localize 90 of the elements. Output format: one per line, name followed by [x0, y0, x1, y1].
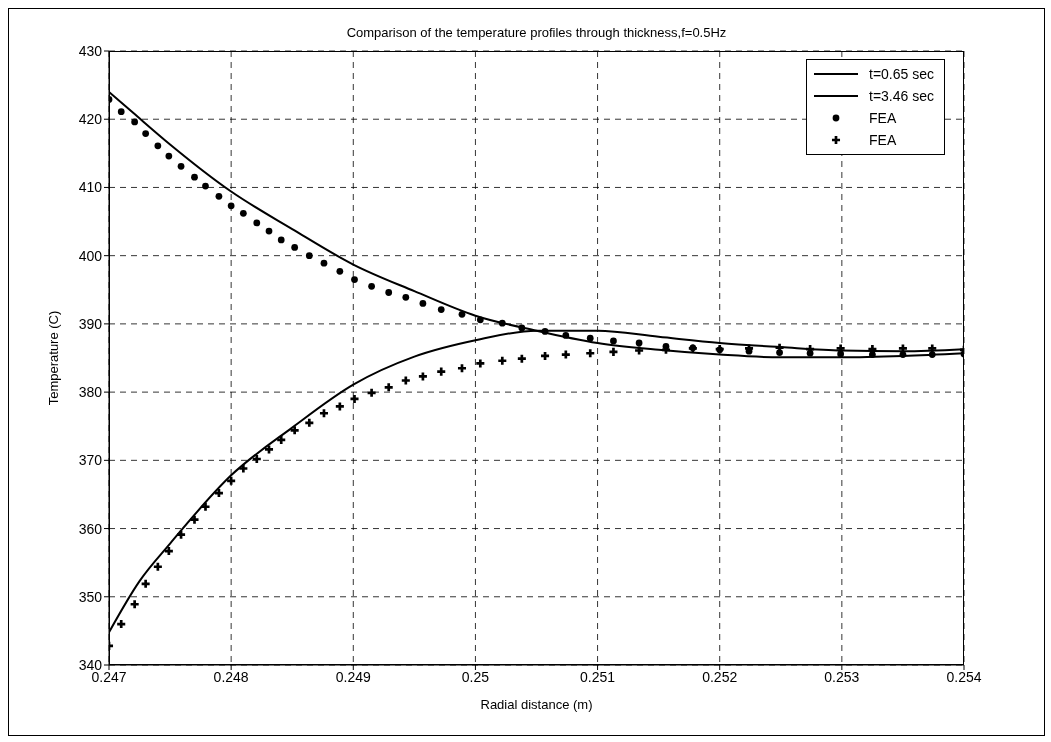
point — [385, 289, 393, 296]
x-tick-label: 0.252 — [702, 668, 738, 685]
point — [215, 192, 223, 200]
point — [202, 182, 209, 190]
point — [277, 236, 285, 244]
point — [252, 454, 261, 463]
point — [190, 515, 199, 524]
point — [191, 173, 198, 181]
point — [227, 476, 236, 485]
point — [130, 600, 139, 609]
y-tick-label: 340 — [78, 656, 103, 673]
point — [277, 435, 286, 444]
point — [177, 162, 185, 170]
legend-label: FEA — [869, 132, 897, 148]
point — [201, 502, 210, 511]
y-tick-label: 380 — [78, 384, 103, 401]
point — [928, 351, 936, 358]
y-tick-label: 390 — [78, 315, 103, 332]
y-tick-label: 420 — [78, 111, 103, 128]
point — [351, 276, 358, 283]
legend-label: t=3.46 sec — [869, 88, 934, 104]
point — [498, 356, 507, 365]
point — [437, 367, 446, 376]
point — [290, 426, 299, 435]
point — [165, 152, 173, 160]
point — [476, 316, 484, 324]
point — [609, 347, 618, 356]
point — [635, 339, 643, 347]
y-tick-label: 360 — [78, 520, 103, 537]
point — [177, 530, 186, 539]
point — [457, 364, 467, 373]
point — [419, 300, 427, 307]
point — [335, 402, 344, 411]
legend-label: t=0.65 sec — [869, 66, 934, 82]
point — [437, 306, 445, 313]
point — [562, 332, 570, 339]
y-tick-label: 370 — [78, 452, 103, 469]
point — [586, 349, 595, 358]
chart-title: Comparison of the temperature profiles through thickness,f=0.5Hz — [345, 25, 728, 40]
point — [418, 372, 427, 381]
point — [153, 562, 162, 571]
point — [518, 324, 526, 332]
x-axis-title: Radial distance (m) — [480, 697, 593, 712]
point — [319, 409, 328, 418]
point — [291, 244, 299, 251]
point — [141, 579, 150, 588]
y-axis-title: Temperature (C) — [45, 310, 61, 406]
point — [635, 346, 644, 355]
point — [401, 376, 410, 385]
x-tick-label: 0.25 — [461, 668, 490, 685]
point — [350, 394, 359, 403]
x-tick-label: 0.248 — [213, 668, 249, 685]
x-tick-label: 0.253 — [824, 668, 860, 685]
point — [253, 219, 261, 227]
x-tick-label: 0.249 — [335, 668, 372, 685]
point — [498, 319, 506, 327]
point — [264, 445, 274, 454]
point — [320, 259, 328, 267]
point — [368, 282, 375, 290]
point — [154, 142, 162, 150]
legend-label: FEA — [869, 110, 897, 126]
point — [402, 293, 410, 301]
point — [142, 130, 150, 137]
point — [476, 359, 485, 368]
point — [265, 227, 273, 235]
x-tick-label: 0.254 — [946, 668, 982, 685]
point — [384, 383, 393, 392]
point — [305, 418, 314, 427]
y-tick-label: 410 — [78, 179, 103, 196]
point — [517, 354, 526, 363]
y-tick-label: 400 — [78, 247, 103, 264]
y-tick-label: 430 — [78, 42, 103, 59]
point — [336, 267, 344, 275]
point — [117, 620, 126, 629]
point — [131, 118, 139, 126]
y-tick-label: 350 — [78, 588, 103, 605]
point — [305, 252, 313, 260]
point — [586, 334, 594, 342]
point — [239, 464, 248, 473]
point — [928, 344, 937, 353]
point — [541, 328, 549, 335]
point — [367, 388, 376, 397]
point — [239, 209, 247, 217]
point — [458, 310, 466, 318]
point — [561, 350, 570, 359]
x-tick-label: 0.251 — [580, 668, 616, 685]
point — [610, 337, 617, 345]
point — [899, 351, 907, 358]
point — [227, 202, 235, 210]
point — [117, 108, 125, 116]
